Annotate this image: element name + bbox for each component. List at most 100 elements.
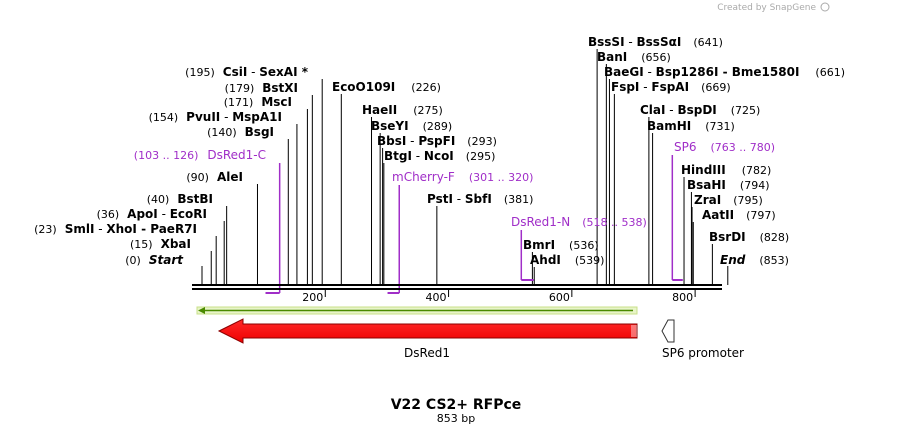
site-label-btgi[interactable]: BtgI - NcoI (295)	[384, 149, 495, 163]
sp6-promoter-arrow-icon[interactable]	[661, 319, 675, 343]
site-name: PspFI	[418, 134, 455, 148]
site-label-bseyi[interactable]: BseYI (289)	[371, 119, 452, 133]
site-name: AhdI	[530, 253, 561, 267]
primer-label-dsred1-c[interactable]: (103 .. 126) DsRed1-C	[134, 148, 266, 162]
site-name: EcoO109I	[332, 80, 395, 94]
primer-label-mcherry-f[interactable]: mCherry-F (301 .. 320)	[392, 170, 533, 184]
site-label-aatii[interactable]: AatII (797)	[702, 208, 776, 222]
site-label-baegi[interactable]: BaeGI - Bsp1286I - Bme1580I (661)	[604, 65, 845, 79]
site-label-hindiii[interactable]: HindIII (782)	[681, 163, 771, 177]
site-pos: (661)	[815, 66, 845, 79]
site-name: XbaI	[161, 237, 191, 251]
site-label-msci[interactable]: (171) MscI	[224, 95, 292, 109]
ruler-tick-label: 200	[302, 291, 323, 304]
site-pos: (536)	[569, 239, 599, 252]
dsred1-arrow[interactable]	[217, 318, 638, 344]
site-name: BspDI	[677, 103, 716, 117]
site-name: NcoI	[424, 149, 454, 163]
snapgene-credit: Created by SnapGene	[717, 2, 830, 13]
dsred1-feature[interactable]: DsRed1	[217, 318, 638, 360]
site-label-bsahi[interactable]: BsaHI (794)	[687, 178, 770, 192]
site-pos: (828)	[760, 231, 790, 244]
orf-arrow[interactable]	[196, 306, 638, 315]
site-sep: -	[639, 80, 651, 94]
site-label-haeii[interactable]: HaeII (275)	[362, 103, 443, 117]
site-name: SexAI *	[259, 65, 308, 79]
site-label-ecoo109i[interactable]: EcoO109I (226)	[332, 80, 441, 94]
site-pos: (641)	[693, 36, 723, 49]
primer-marks	[265, 155, 683, 294]
site-pos: (154)	[149, 111, 179, 124]
site-label-bbsi[interactable]: BbsI - PspFI (293)	[377, 134, 497, 148]
primer-name: mCherry-F	[392, 170, 455, 184]
site-sep: -	[665, 103, 677, 117]
site-label-bani[interactable]: BanI (656)	[597, 50, 671, 64]
map-title: V22 CS2+ RFPce	[391, 397, 522, 413]
primer-label-dsred1-n[interactable]: DsRed1-N (518 .. 538)	[511, 215, 647, 229]
site-pos: (171)	[224, 96, 254, 109]
primer-range: (518 .. 538)	[582, 216, 647, 229]
site-name: SbfI	[465, 192, 492, 206]
site-name: AleI	[217, 170, 243, 184]
site-label-psti[interactable]: PstI - SbfI (381)	[427, 192, 533, 206]
site-name: End	[720, 253, 746, 267]
site-label-xbai[interactable]: (15) XbaI	[130, 237, 191, 251]
site-label-start[interactable]: (0) Start	[125, 253, 184, 267]
site-name: ClaI	[640, 103, 665, 117]
site-name: CsiI	[223, 65, 248, 79]
site-label-clai[interactable]: ClaI - BspDI (725)	[640, 103, 760, 117]
site-label-bsgi[interactable]: (140) BsgI	[207, 125, 274, 139]
site-label-bstxi[interactable]: (179) BstXI	[225, 81, 298, 95]
site-pos: (289)	[423, 120, 453, 133]
site-pos: (731)	[705, 120, 735, 133]
sp6-promoter-feature[interactable]: SP6 promoter	[661, 319, 744, 360]
map-title-block: V22 CS2+ RFPce 853 bp	[391, 397, 522, 425]
site-pos: (381)	[504, 193, 534, 206]
site-pos: (782)	[742, 164, 772, 177]
site-name: PstI	[427, 192, 453, 206]
site-label-bmri[interactable]: BmrI (536)	[523, 238, 599, 252]
dsred1-hatch	[631, 325, 637, 337]
left-site-labels: (195) CsiI - SexAI * (179) BstXI (171) MscI…	[34, 65, 309, 267]
site-label-bstbi[interactable]: (40) BstBI	[147, 192, 213, 206]
ruler: 200 400 600 800	[302, 290, 696, 304]
site-pos: (275)	[413, 104, 443, 117]
site-name: Bsp1286I - Bme1580I	[656, 65, 800, 79]
site-label-alei[interactable]: (90) AleI	[186, 170, 243, 184]
site-sep: -	[412, 149, 424, 163]
site-name: ZraI	[694, 193, 721, 207]
site-label-csii[interactable]: (195) CsiI - SexAI *	[185, 65, 309, 79]
site-name: BseYI	[371, 119, 409, 133]
site-sep: -	[453, 192, 465, 206]
site-name: BtgI	[384, 149, 412, 163]
site-label-zrai[interactable]: ZraI (795)	[694, 193, 763, 207]
site-sep: -	[94, 222, 106, 236]
site-pos: (90)	[186, 171, 209, 184]
site-name: HaeII	[362, 103, 397, 117]
site-label-smli[interactable]: (23) SmlI - XhoI - PaeR7I	[34, 222, 197, 236]
site-name: FspAI	[651, 80, 689, 94]
site-sep: -	[406, 134, 418, 148]
site-pos: (293)	[467, 135, 497, 148]
site-label-end[interactable]: End (853)	[720, 253, 789, 267]
site-lines	[201, 49, 729, 285]
sequence-backbone	[192, 284, 722, 290]
site-label-bsrdi[interactable]: BsrDI (828)	[709, 230, 789, 244]
middle-site-labels: EcoO109I (226) HaeII (275) BseYI (289) BbsI…	[332, 80, 604, 267]
site-label-bamhi[interactable]: BamHI (731)	[647, 119, 735, 133]
site-name: ApoI	[127, 207, 158, 221]
site-name: BstBI	[177, 192, 213, 206]
snapgene-logo-icon	[820, 2, 830, 12]
site-pos: (797)	[746, 209, 776, 222]
site-pos: (795)	[733, 194, 763, 207]
site-label-bsssi[interactable]: BssSI - BssSαI (641)	[588, 35, 723, 49]
site-label-fspi[interactable]: FspI - FspAI (669)	[611, 80, 731, 94]
site-label-ahdi[interactable]: AhdI (539)	[530, 253, 604, 267]
site-pos: (226)	[411, 81, 441, 94]
site-label-apoi[interactable]: (36) ApoI - EcoRI	[97, 207, 207, 221]
site-pos: (725)	[731, 104, 761, 117]
primer-label-sp6[interactable]: SP6 (763 .. 780)	[674, 140, 775, 154]
site-name: BsgI	[245, 125, 274, 139]
site-label-pvuii[interactable]: (154) PvuII - MspA1I	[149, 110, 282, 124]
site-name: MspA1I	[232, 110, 282, 124]
